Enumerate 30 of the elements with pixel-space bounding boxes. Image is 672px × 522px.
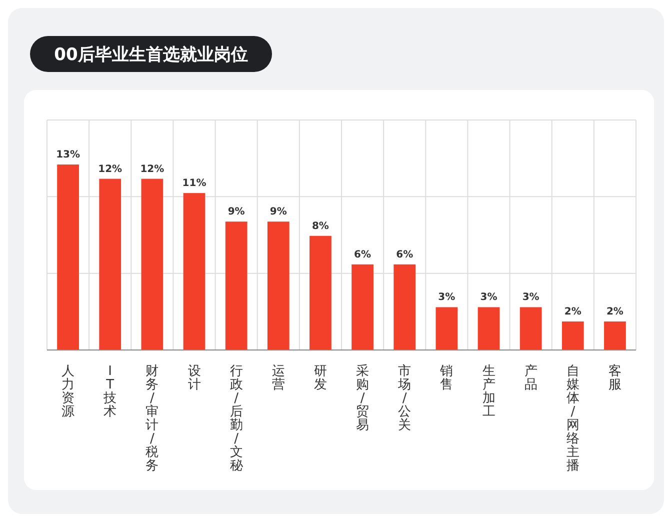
x-tick-label: 市场/公关 [397,364,412,433]
data-label: 2% [564,306,582,318]
x-tick-label: 人力资源 [62,364,75,420]
x-tick-label: 运营 [272,364,285,392]
data-label: 3% [522,292,540,304]
data-label: 12% [140,164,164,175]
x-tick-label: 研发 [314,364,327,392]
x-tick-label: 采购/贸易 [356,364,370,433]
x-tick-label: 自媒体/网络主播 [566,364,580,474]
data-label: 9% [228,206,245,218]
x-tick-label: 财务/审计/税务 [146,364,159,474]
x-tick-label: 产品 [524,364,538,392]
x-tick-label: 客服 [608,363,622,392]
chart-title: 00后毕业生首选就业岗位 [54,45,248,65]
data-label: 3% [438,292,456,304]
data-label: 8% [312,220,329,232]
x-tick-label: 销售 [439,364,454,392]
x-tick-label: 生产加工 [482,364,496,420]
data-label: 11% [182,178,206,190]
data-label: 2% [606,306,624,318]
data-label: 3% [480,292,498,304]
title: 00后毕业生首选就业岗位 [30,36,272,72]
data-label: 6% [354,249,372,260]
x-tick-label: 行政/后勤/文秘 [230,364,243,474]
data-label: 13% [56,150,80,161]
x-tick-label: 设计 [188,364,201,392]
data-label: 9% [270,206,287,218]
data-label: 12% [98,164,122,175]
x-tick-label: IT技术 [102,364,117,420]
data-label: 6% [396,249,414,260]
